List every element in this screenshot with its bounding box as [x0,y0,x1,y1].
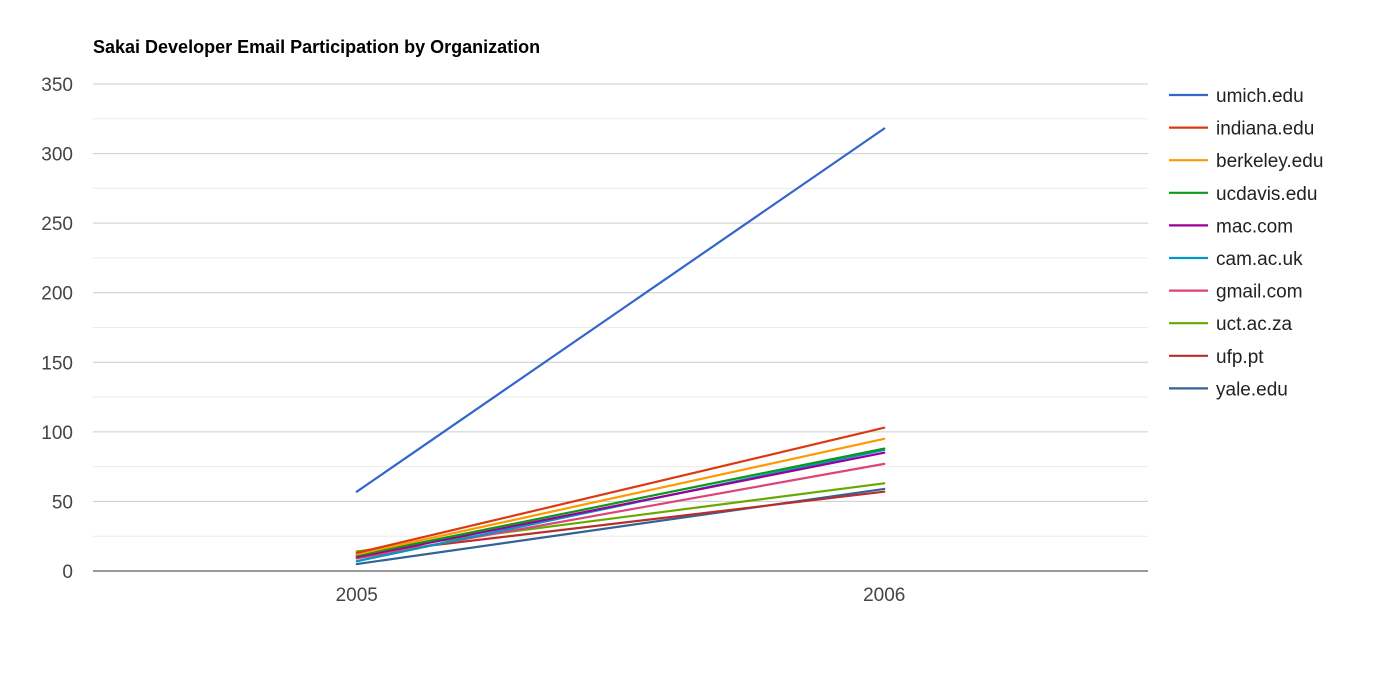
chart-title: Sakai Developer Email Participation by O… [93,37,540,57]
series-lines [355,127,886,566]
legend-item[interactable]: gmail.com [1169,282,1303,303]
y-tick-label: 0 [62,562,73,583]
y-tick-label: 350 [41,75,73,96]
legend-label: ucdavis.edu [1216,184,1317,205]
legend-label: uct.ac.za [1216,314,1292,335]
legend-item[interactable]: mac.com [1169,216,1293,237]
legend-label: berkeley.edu [1216,151,1323,172]
y-tick-label: 300 [41,145,73,166]
series-line-ufp-pt [355,490,886,556]
x-axis-ticks: 2005 2006 [336,585,906,606]
series-line-umich-edu [355,127,886,493]
y-tick-label: 150 [41,353,73,374]
legend: umich.edu indiana.edu berkeley.edu ucdavis.… [1169,86,1323,400]
legend-label: cam.ac.uk [1216,249,1303,270]
legend-label: yale.edu [1216,379,1288,400]
legend-item[interactable]: cam.ac.uk [1169,249,1303,270]
y-tick-label: 250 [41,214,73,235]
legend-item[interactable]: ufp.pt [1169,347,1264,368]
series-line-mac-com [355,451,886,559]
x-tick-label: 2005 [336,585,378,606]
y-axis-ticks: 0 50 100 150 200 250 300 350 [41,75,73,583]
y-tick-label: 200 [41,284,73,305]
legend-label: umich.edu [1216,86,1304,107]
y-tick-label: 50 [52,492,73,513]
legend-item[interactable]: uct.ac.za [1169,314,1292,335]
legend-item[interactable]: indiana.edu [1169,119,1314,140]
series-line-berkeley-edu [355,437,886,556]
legend-label: gmail.com [1216,282,1303,303]
legend-label: ufp.pt [1216,347,1264,368]
legend-label: mac.com [1216,216,1293,237]
legend-item[interactable]: yale.edu [1169,379,1288,400]
x-tick-label: 2006 [863,585,905,606]
series-line-indiana-edu [355,426,886,555]
legend-item[interactable]: ucdavis.edu [1169,184,1317,205]
gridlines [93,83,1148,572]
legend-label: indiana.edu [1216,119,1314,140]
series-line-ucdavis-edu [355,447,886,557]
y-tick-label: 100 [41,423,73,444]
legend-item[interactable]: umich.edu [1169,86,1304,107]
legend-item[interactable]: berkeley.edu [1169,151,1323,172]
